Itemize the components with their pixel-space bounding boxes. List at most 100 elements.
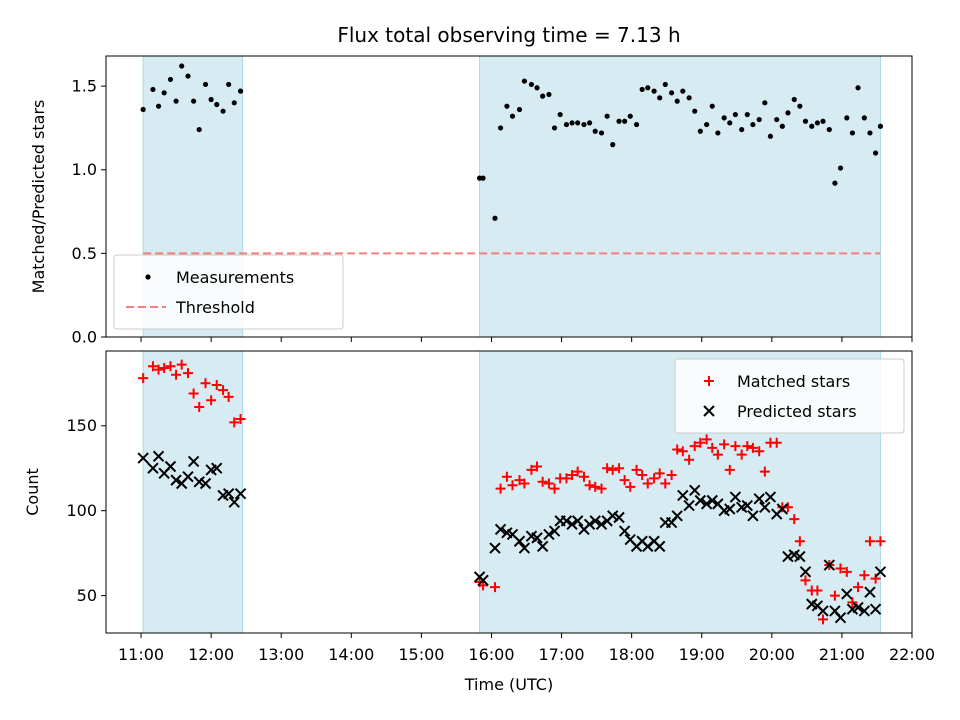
data-point — [164, 460, 177, 473]
legend-marker — [703, 405, 715, 417]
data-point — [179, 63, 185, 69]
data-point — [844, 115, 850, 121]
data-point — [794, 550, 806, 563]
data-point — [689, 441, 700, 452]
data-point — [572, 466, 583, 477]
data-point — [176, 359, 187, 370]
data-point — [744, 111, 750, 118]
data-point — [841, 566, 852, 577]
data-point — [799, 566, 812, 578]
data-point — [874, 566, 887, 578]
axes-frame — [105, 55, 913, 338]
data-point — [709, 103, 715, 109]
data-point — [567, 470, 578, 481]
data-point — [858, 605, 871, 617]
data-point — [706, 494, 718, 507]
data-point — [159, 362, 170, 373]
data-point — [229, 417, 240, 428]
data-point — [653, 540, 666, 553]
data-point — [719, 439, 730, 450]
data-point — [853, 582, 864, 593]
data-point — [875, 536, 886, 547]
data-point — [557, 111, 563, 118]
data-point — [712, 449, 723, 460]
data-point — [639, 86, 645, 93]
data-point — [872, 150, 879, 156]
y-tick-label: 100 — [66, 501, 97, 520]
y-tick-label: 1.0 — [72, 160, 97, 179]
data-point — [837, 165, 844, 171]
data-point — [607, 464, 618, 475]
data-point — [182, 471, 194, 483]
data-point — [528, 81, 535, 88]
data-point — [196, 126, 202, 133]
data-point — [814, 120, 820, 126]
data-point — [776, 503, 789, 515]
data-point — [534, 85, 540, 91]
data-point — [200, 378, 211, 389]
data-point — [820, 118, 826, 124]
data-point — [161, 90, 167, 96]
data-point — [660, 478, 671, 489]
y-axis-label: Count — [23, 468, 42, 516]
data-point — [171, 369, 182, 380]
series-predicted-stars — [137, 450, 887, 624]
data-point — [870, 573, 881, 584]
data-point — [771, 437, 782, 448]
data-point — [165, 361, 176, 372]
x-tick-label: 15:00 — [398, 645, 444, 664]
data-point — [187, 455, 200, 468]
data-point — [739, 126, 745, 133]
data-point — [736, 449, 747, 460]
data-point — [602, 463, 613, 474]
data-point — [147, 462, 159, 474]
y-tick-label: 1.5 — [72, 77, 97, 96]
data-point — [521, 78, 528, 84]
data-point — [637, 470, 648, 481]
data-point — [563, 121, 570, 128]
data-point — [566, 518, 578, 530]
data-point — [631, 464, 642, 475]
data-point — [651, 88, 657, 94]
data-point — [526, 464, 537, 475]
data-point — [610, 142, 616, 148]
data-point — [173, 98, 179, 104]
data-point — [695, 437, 706, 448]
data-point — [167, 76, 174, 83]
data-point — [817, 614, 828, 625]
data-point — [220, 108, 226, 114]
data-point — [800, 575, 811, 586]
data-point — [704, 121, 710, 128]
data-point — [669, 90, 675, 96]
data-point — [750, 121, 756, 128]
legend-label: Threshold — [175, 298, 255, 317]
data-point — [694, 494, 707, 507]
data-point — [571, 515, 584, 527]
data-point — [622, 118, 628, 124]
data-point — [235, 413, 246, 424]
data-point — [753, 493, 765, 505]
data-point — [741, 499, 754, 512]
data-point — [829, 590, 840, 601]
data-point — [489, 542, 501, 554]
y-axis-label: Matched/Predicted stars — [29, 100, 48, 294]
data-point — [759, 466, 770, 477]
data-point — [153, 364, 164, 375]
data-point — [152, 450, 165, 463]
data-point — [578, 471, 589, 482]
data-point — [817, 605, 829, 617]
series-matched-stars — [138, 359, 886, 625]
data-point — [560, 515, 573, 527]
data-point — [549, 483, 560, 494]
data-point — [730, 441, 741, 452]
data-point — [677, 446, 688, 457]
data-point — [683, 499, 695, 512]
data-point — [662, 81, 668, 88]
data-point — [764, 491, 777, 503]
y-tick-label: 0.5 — [72, 244, 97, 263]
data-point — [138, 373, 149, 384]
data-point — [590, 481, 601, 492]
data-point — [140, 106, 146, 113]
data-point — [680, 88, 686, 94]
